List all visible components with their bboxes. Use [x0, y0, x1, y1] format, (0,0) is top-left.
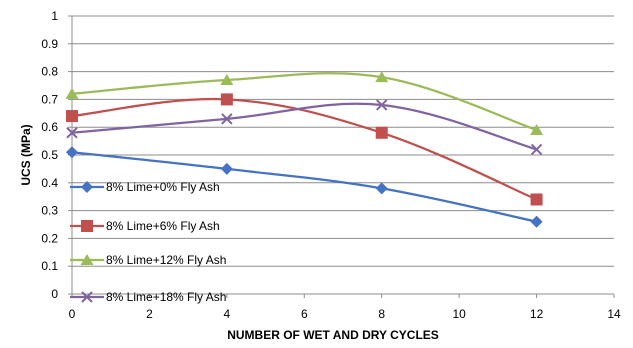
grid-lines: [72, 15, 614, 267]
x-marker-stroke: [376, 99, 388, 111]
x-tick-label: 4: [224, 307, 231, 321]
square-marker: [81, 220, 93, 232]
diamond-marker: [375, 182, 388, 195]
y-tick-label: 0.9: [41, 37, 58, 51]
x-marker-stroke: [66, 127, 78, 139]
x-tick-label: 12: [530, 307, 544, 321]
legend-label: 8% Lime+18% Fly Ash: [106, 290, 226, 304]
legend-item: 8% Lime+0% Fly Ash: [70, 180, 220, 194]
x-tick-label: 6: [301, 307, 308, 321]
series-lines: [65, 71, 544, 228]
legend-item: 8% Lime+6% Fly Ash: [70, 219, 220, 233]
y-tick-label: 0.5: [41, 148, 58, 162]
legend-item: 8% Lime+12% Fly Ash: [70, 253, 226, 267]
y-tick-label: 0.1: [41, 259, 58, 273]
series-line: [71, 72, 537, 132]
triangle-marker: [375, 71, 389, 83]
x-marker: [221, 113, 233, 125]
x-marker-stroke: [81, 291, 93, 303]
square-marker: [530, 193, 543, 206]
y-tick-label: 0.8: [41, 65, 58, 79]
diamond-marker: [81, 181, 93, 193]
triangle-marker: [220, 73, 234, 85]
series-line: [71, 97, 538, 201]
y-tick-label: 0.7: [41, 92, 58, 106]
y-tick-label: 0.2: [41, 231, 58, 245]
x-tick-label: 0: [69, 307, 76, 321]
square-marker: [66, 110, 78, 123]
series-0: [66, 146, 543, 228]
x-tick-label: 2: [146, 307, 153, 321]
series-2: [65, 71, 544, 135]
y-tick-label: 1: [51, 9, 58, 23]
triangle-marker: [530, 123, 544, 135]
square-marker: [220, 93, 233, 106]
series-1: [66, 93, 543, 206]
legend-item: 8% Lime+18% Fly Ash: [70, 290, 226, 304]
y-axis-label: UCS (MPa): [19, 124, 33, 185]
x-marker-stroke: [530, 143, 543, 156]
x-axis-label: NUMBER OF WET AND DRY CYCLES: [227, 328, 439, 342]
series-line: [71, 151, 537, 223]
y-tick-label: 0.3: [41, 204, 58, 218]
x-marker: [66, 127, 78, 139]
legend-label: 8% Lime+12% Fly Ash: [106, 253, 226, 267]
diamond-marker: [220, 162, 233, 175]
series-3: [66, 99, 543, 156]
square-marker: [375, 126, 388, 139]
x-marker-stroke: [221, 113, 233, 125]
x-marker: [530, 143, 543, 156]
x-marker: [376, 99, 388, 111]
legend: 8% Lime+0% Fly Ash 8% Lime+6% Fly Ash 8% L…: [70, 180, 226, 304]
y-tick-label: 0.4: [41, 176, 58, 190]
triangle-marker: [80, 254, 94, 265]
triangle-marker: [65, 87, 79, 99]
y-tick-label: 0: [51, 287, 58, 301]
x-tick-label: 14: [607, 307, 621, 321]
diamond-marker: [530, 215, 543, 228]
diamond-marker: [66, 146, 78, 159]
axes: 00.10.20.30.40.50.60.70.80.910 2 4 6 8 10 12 14: [41, 9, 621, 321]
x-marker: [81, 291, 93, 303]
x-tick-label: 10: [452, 307, 466, 321]
y-tick-label: 0.6: [41, 120, 58, 134]
legend-label: 8% Lime+6% Fly Ash: [106, 219, 220, 233]
legend-label: 8% Lime+0% Fly Ash: [106, 180, 220, 194]
x-tick-label: 8: [378, 307, 385, 321]
series-line: [71, 102, 537, 151]
